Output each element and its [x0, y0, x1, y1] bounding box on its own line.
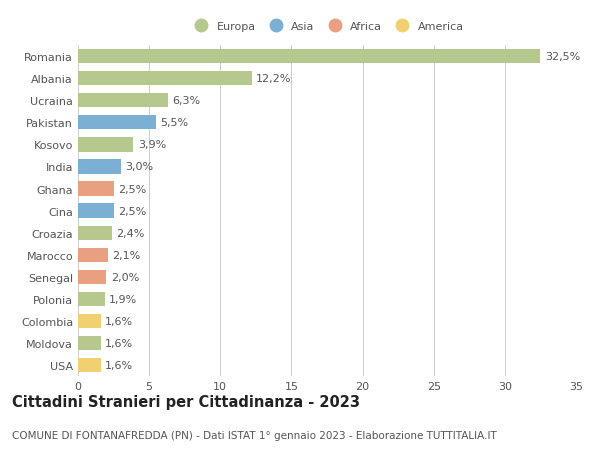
Text: COMUNE DI FONTANAFREDDA (PN) - Dati ISTAT 1° gennaio 2023 - Elaborazione TUTTITA: COMUNE DI FONTANAFREDDA (PN) - Dati ISTA… — [12, 431, 497, 440]
Text: 12,2%: 12,2% — [256, 74, 291, 84]
Bar — [78, 138, 133, 152]
Bar — [78, 358, 101, 373]
Text: 2,0%: 2,0% — [111, 272, 139, 282]
Bar — [78, 292, 105, 307]
Legend: Europa, Asia, Africa, America: Europa, Asia, Africa, America — [188, 19, 466, 34]
Text: 3,9%: 3,9% — [138, 140, 166, 150]
Bar — [78, 50, 541, 64]
Bar — [78, 72, 251, 86]
Text: 1,6%: 1,6% — [105, 316, 133, 326]
Bar — [78, 116, 156, 130]
Text: 1,9%: 1,9% — [109, 294, 137, 304]
Text: 1,6%: 1,6% — [105, 360, 133, 370]
Text: 1,6%: 1,6% — [105, 338, 133, 348]
Bar — [78, 182, 113, 196]
Text: Cittadini Stranieri per Cittadinanza - 2023: Cittadini Stranieri per Cittadinanza - 2… — [12, 394, 360, 409]
Bar — [78, 248, 108, 263]
Text: 2,1%: 2,1% — [112, 250, 140, 260]
Bar — [78, 204, 113, 218]
Text: 2,4%: 2,4% — [116, 228, 145, 238]
Bar — [78, 226, 112, 241]
Text: 3,0%: 3,0% — [125, 162, 153, 172]
Bar — [78, 336, 101, 351]
Text: 6,3%: 6,3% — [172, 96, 200, 106]
Text: 32,5%: 32,5% — [545, 52, 580, 62]
Text: 5,5%: 5,5% — [161, 118, 188, 128]
Text: 2,5%: 2,5% — [118, 206, 146, 216]
Bar — [78, 94, 167, 108]
Bar — [78, 270, 106, 285]
Text: 2,5%: 2,5% — [118, 184, 146, 194]
Bar — [78, 160, 121, 174]
Bar — [78, 314, 101, 329]
